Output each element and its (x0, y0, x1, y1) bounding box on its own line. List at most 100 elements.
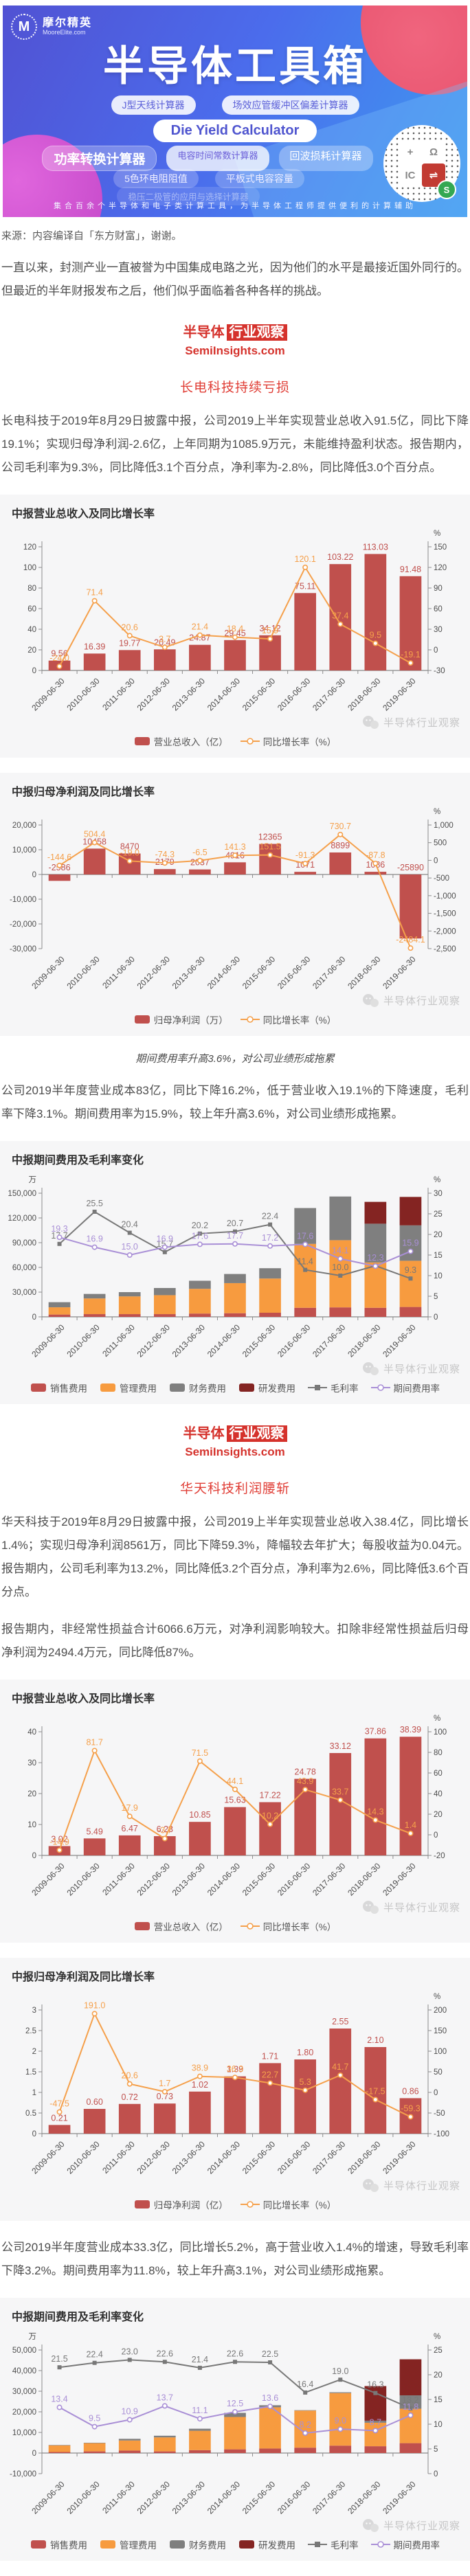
svg-text:1: 1 (32, 2089, 36, 2097)
svg-text:0: 0 (32, 1852, 36, 1860)
svg-text:0: 0 (434, 2089, 438, 2097)
svg-text:150,000: 150,000 (8, 1190, 36, 1198)
svg-text:10: 10 (434, 1272, 443, 1280)
svg-text:34.12: 34.12 (259, 624, 280, 633)
svg-text:2012-06-30: 2012-06-30 (135, 676, 172, 713)
svg-text:0.73: 0.73 (157, 2092, 173, 2101)
brand-site: SemiInsights.com (185, 1445, 285, 1458)
svg-text:60: 60 (27, 605, 36, 613)
svg-text:2012-06-30: 2012-06-30 (135, 1322, 172, 1359)
svg-text:2019-06-30: 2019-06-30 (381, 1861, 418, 1898)
qr-symbol-ohm: Ω (429, 146, 438, 158)
svg-text:504.4: 504.4 (84, 829, 105, 839)
svg-text:22.4: 22.4 (262, 1212, 278, 1221)
svg-text:20.4: 20.4 (122, 1220, 138, 1230)
svg-text:-17.5: -17.5 (366, 2086, 385, 2096)
svg-text:30: 30 (27, 1759, 36, 1767)
svg-text:2017-06-30: 2017-06-30 (311, 1322, 348, 1359)
svg-text:-50: -50 (434, 2110, 445, 2118)
svg-text:-20: -20 (434, 1852, 445, 1860)
svg-text:0: 0 (434, 2470, 438, 2478)
svg-text:-3.7: -3.7 (157, 1825, 172, 1835)
svg-text:20.2: 20.2 (192, 1221, 208, 1230)
wechat-icon (362, 1362, 379, 1375)
svg-text:2019-06-30: 2019-06-30 (381, 676, 418, 713)
svg-text:20: 20 (434, 1231, 443, 1239)
svg-text:10.0: 10.0 (332, 1263, 348, 1272)
svg-text:40: 40 (27, 626, 36, 634)
svg-text:40,000: 40,000 (12, 2367, 36, 2375)
watermark: 半导体行业观察 (361, 1900, 460, 1915)
svg-text:40: 40 (434, 1790, 443, 1798)
svg-text:5: 5 (434, 2445, 438, 2454)
svg-text:2018-06-30: 2018-06-30 (346, 1861, 383, 1898)
svg-text:2011-06-30: 2011-06-30 (100, 676, 137, 712)
svg-text:12.3: 12.3 (367, 1253, 383, 1263)
svg-text:2017-06-30: 2017-06-30 (311, 954, 348, 991)
svg-text:0: 0 (434, 646, 438, 655)
svg-text:81.7: 81.7 (86, 1737, 102, 1747)
svg-text:17.7: 17.7 (227, 1231, 243, 1241)
svg-text:16.4: 16.4 (297, 2380, 313, 2389)
svg-text:100: 100 (434, 1728, 447, 1737)
svg-text:151.5: 151.5 (259, 842, 280, 852)
brand-site: SemiInsights.com (185, 344, 285, 357)
svg-text:2018-06-30: 2018-06-30 (346, 676, 383, 713)
chart-canvas: 40 30 20 10 0 100 80 60 40 20 0 -20% 3.02 5.49 6.47 6.2… (2, 1708, 468, 1918)
svg-text:8899: 8899 (331, 841, 350, 850)
svg-text:21.4: 21.4 (192, 622, 208, 632)
svg-text:-10,000: -10,000 (10, 2470, 36, 2478)
svg-text:2015-06-30: 2015-06-30 (240, 1322, 278, 1359)
svg-text:11.4: 11.4 (297, 1257, 313, 1267)
svg-text:0: 0 (32, 2130, 36, 2138)
svg-text:2013-06-30: 2013-06-30 (170, 2479, 208, 2516)
chart-legend: 销售费用 管理费用 财务费用 研发费用 毛利率 期间费用率 (2, 1381, 468, 1397)
chart-title: 中报营业总收入及同比增长率 (12, 1693, 155, 1705)
svg-text:-14.9: -14.9 (49, 1837, 69, 1846)
svg-text:2015-06-30: 2015-06-30 (240, 1861, 278, 1898)
svg-text:5: 5 (434, 1293, 438, 1301)
svg-text:90: 90 (434, 585, 443, 593)
svg-text:2013-06-30: 2013-06-30 (170, 676, 208, 713)
svg-text:2014-06-30: 2014-06-30 (205, 676, 243, 713)
svg-text:17.22: 17.22 (259, 1790, 280, 1800)
svg-text:-144.6: -144.6 (47, 852, 71, 862)
svg-text:2016-06-30: 2016-06-30 (276, 2479, 313, 2516)
svg-text:90,000: 90,000 (12, 1239, 36, 1247)
chart-title: 中报期间费用及毛利率变化 (12, 1154, 144, 1166)
svg-text:14.3: 14.3 (367, 1807, 383, 1816)
chart-canvas: 20,000 10,000 0 -10,000 -20,000 -30,000 1,000 5… (2, 802, 468, 1011)
svg-text:2013-06-30: 2013-06-30 (170, 2139, 208, 2176)
wechat-icon (362, 2178, 379, 2192)
svg-text:60: 60 (434, 1770, 443, 1778)
svg-text:1.39: 1.39 (227, 2064, 243, 2074)
chart-legend: 销售费用 管理费用 财务费用 研发费用 毛利率 期间费用率 (2, 2538, 468, 2554)
pill-resistor-color-code: 5色环电阻阻值 (113, 169, 199, 188)
svg-text:2012-06-30: 2012-06-30 (135, 954, 172, 991)
svg-text:2014-06-30: 2014-06-30 (205, 2479, 243, 2516)
pill-power-conversion-calculator: 功率转换计算器 (42, 146, 157, 171)
svg-text:91.48: 91.48 (400, 565, 421, 574)
svg-text:13.7: 13.7 (157, 2393, 173, 2402)
svg-text:150: 150 (434, 2027, 447, 2035)
wechat-icon (362, 2518, 379, 2532)
svg-text:10,000: 10,000 (12, 846, 36, 855)
svg-text:5.49: 5.49 (86, 1827, 102, 1836)
svg-text:-30,000: -30,000 (10, 945, 36, 953)
svg-text:30,000: 30,000 (12, 2388, 36, 2396)
svg-text:18.4: 18.4 (227, 624, 243, 634)
svg-text:2012-06-30: 2012-06-30 (135, 1861, 172, 1898)
svg-text:-2,000: -2,000 (434, 927, 456, 936)
svg-text:120,000: 120,000 (8, 1214, 36, 1223)
svg-text:-6.5: -6.5 (192, 848, 208, 857)
svg-text:-2,500: -2,500 (434, 945, 456, 953)
svg-text:141.3: 141.3 (224, 842, 245, 852)
svg-text:19.77: 19.77 (119, 638, 140, 648)
logo-domain: MooreElite.com (43, 28, 86, 36)
svg-text:2016-06-30: 2016-06-30 (276, 2139, 313, 2176)
svg-text:0: 0 (32, 2450, 36, 2458)
svg-text:191.0: 191.0 (84, 2000, 105, 2010)
svg-text:60,000: 60,000 (12, 1264, 36, 1272)
svg-text:15.9: 15.9 (402, 1239, 418, 1248)
